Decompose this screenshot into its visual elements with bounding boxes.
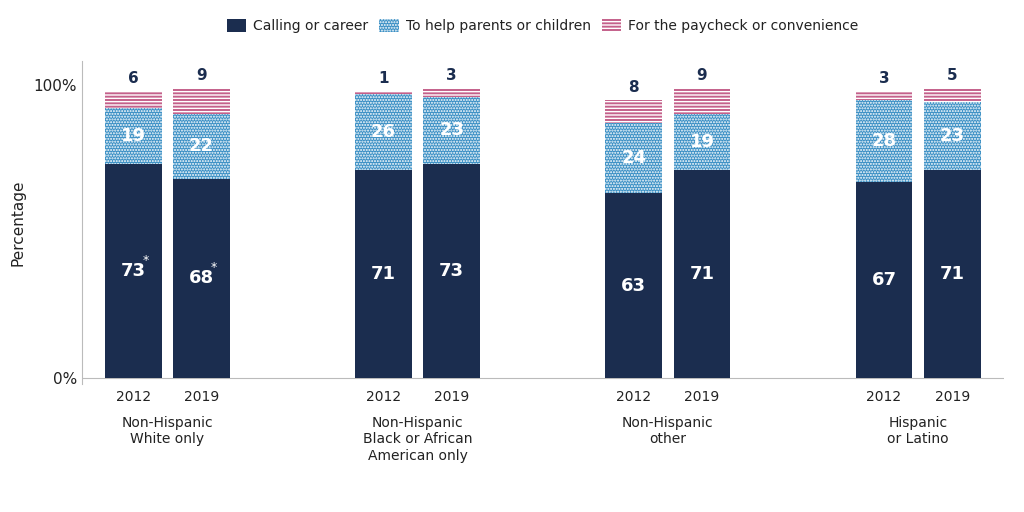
Legend: Calling or career, To help parents or children, For the paycheck or convenience: Calling or career, To help parents or ch… [221, 13, 864, 39]
Text: 19: 19 [121, 127, 145, 145]
Text: 9: 9 [196, 69, 207, 83]
Text: 2012: 2012 [366, 390, 401, 404]
Bar [924, 102, 981, 170]
Text: 19: 19 [689, 133, 715, 151]
Bar [924, 170, 981, 378]
Bar [605, 123, 663, 194]
Bar [605, 123, 663, 194]
Text: 67: 67 [871, 271, 897, 289]
Bar [355, 94, 412, 170]
Bar [355, 91, 412, 94]
Text: 26: 26 [371, 123, 396, 141]
Bar [355, 170, 412, 378]
Bar [104, 91, 162, 109]
Bar [924, 102, 981, 170]
Bar [856, 99, 912, 182]
Bar [605, 194, 663, 378]
Text: 23: 23 [940, 127, 965, 145]
Text: 6: 6 [128, 71, 138, 87]
Text: 24: 24 [622, 149, 646, 167]
Bar [355, 94, 412, 170]
Bar [924, 88, 981, 102]
Bar [104, 109, 162, 164]
Text: 1: 1 [378, 71, 389, 87]
Text: 3: 3 [446, 69, 457, 83]
Bar [423, 88, 480, 97]
Text: 3: 3 [879, 71, 890, 87]
Text: Non-Hispanic
White only: Non-Hispanic White only [122, 416, 213, 446]
Text: 23: 23 [439, 121, 464, 139]
Text: 2019: 2019 [183, 390, 219, 404]
Text: Non-Hispanic
Black or African
American only: Non-Hispanic Black or African American o… [362, 416, 472, 463]
Bar [104, 109, 162, 164]
Text: *: * [211, 262, 217, 274]
Text: 2019: 2019 [684, 390, 720, 404]
Text: Hispanic
or Latino: Hispanic or Latino [888, 416, 949, 446]
Text: 71: 71 [689, 265, 715, 283]
Bar [423, 164, 480, 378]
Text: 73: 73 [121, 262, 145, 280]
Bar [605, 99, 663, 123]
Text: 63: 63 [622, 277, 646, 295]
Bar [856, 91, 912, 99]
Text: *: * [142, 254, 150, 267]
Y-axis label: Percentage: Percentage [10, 180, 26, 266]
Text: 5: 5 [947, 69, 957, 83]
Bar [674, 88, 730, 114]
Bar [173, 179, 229, 378]
Text: 9: 9 [696, 69, 708, 83]
Bar [173, 88, 229, 114]
Text: 73: 73 [439, 262, 464, 280]
Bar [423, 97, 480, 164]
Bar [856, 91, 912, 99]
Text: 22: 22 [188, 138, 214, 156]
Bar [856, 182, 912, 378]
Text: 2012: 2012 [616, 390, 651, 404]
Bar [423, 88, 480, 97]
Bar [173, 114, 229, 179]
Text: 2019: 2019 [434, 390, 469, 404]
Bar [104, 164, 162, 378]
Bar [173, 88, 229, 114]
Text: 28: 28 [871, 132, 897, 150]
Bar [423, 97, 480, 164]
Text: 2019: 2019 [935, 390, 970, 404]
Bar [674, 114, 730, 170]
Text: 71: 71 [371, 265, 396, 283]
Bar [355, 91, 412, 94]
Bar [856, 99, 912, 182]
Text: 68: 68 [188, 269, 214, 287]
Text: 71: 71 [940, 265, 965, 283]
Text: 8: 8 [629, 80, 639, 95]
Bar [674, 114, 730, 170]
Bar [605, 99, 663, 123]
Bar [674, 88, 730, 114]
Bar [104, 91, 162, 109]
Bar [924, 88, 981, 102]
Text: 2012: 2012 [116, 390, 151, 404]
Bar [173, 114, 229, 179]
Text: 2012: 2012 [866, 390, 901, 404]
Text: Non-Hispanic
other: Non-Hispanic other [622, 416, 714, 446]
Bar [674, 170, 730, 378]
